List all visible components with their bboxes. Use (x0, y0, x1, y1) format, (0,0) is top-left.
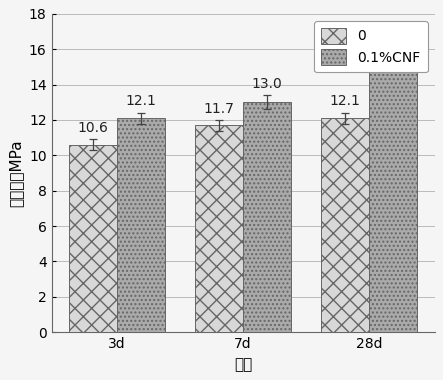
Text: 10.6: 10.6 (78, 121, 109, 135)
Bar (243, 102, 291, 332)
Bar (117, 118, 165, 332)
Bar (321, 118, 369, 332)
Legend: 0, 0.1%CNF: 0, 0.1%CNF (315, 21, 428, 72)
Y-axis label: 抗压强度MPa: 抗压强度MPa (8, 139, 23, 207)
Text: 11.7: 11.7 (204, 101, 234, 116)
Bar (369, 51, 417, 332)
X-axis label: 龄期: 龄期 (234, 357, 252, 372)
Bar (195, 125, 243, 332)
Text: 12.1: 12.1 (330, 95, 361, 108)
Bar (69, 145, 117, 332)
Text: 15.9: 15.9 (378, 28, 409, 42)
Text: 12.1: 12.1 (125, 95, 156, 108)
Text: 13.0: 13.0 (252, 77, 283, 91)
